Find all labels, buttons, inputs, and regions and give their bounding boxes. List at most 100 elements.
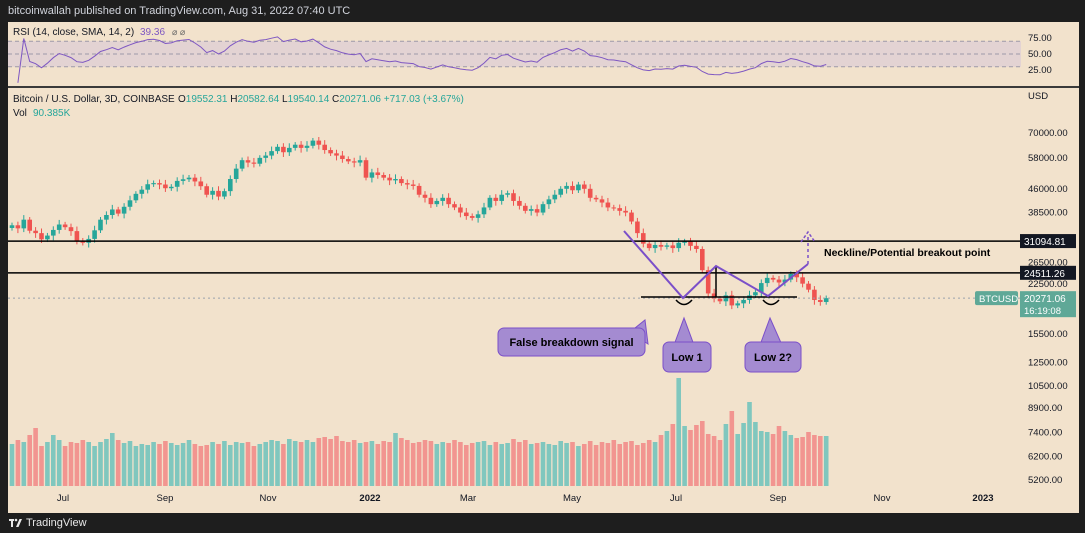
volume-bar — [115, 440, 121, 486]
volume-bar — [104, 439, 109, 486]
candle-body — [186, 177, 192, 180]
candle-body — [257, 157, 263, 164]
volume-bar — [735, 434, 740, 486]
candle-body — [676, 242, 681, 249]
volume-bar — [110, 433, 115, 486]
rsi-value: 39.36 — [140, 27, 165, 38]
volume-bar — [511, 439, 516, 486]
candle-body — [322, 144, 327, 151]
candle-body — [729, 295, 735, 306]
volume-bar — [381, 441, 386, 486]
low1-bracket — [675, 299, 693, 306]
neckline-annotation: Neckline/Potential breakout point — [824, 247, 991, 259]
volume-bar — [517, 442, 522, 486]
volume-bar — [428, 441, 434, 486]
chart-title: Bitcoin / U.S. Dollar, 3D, COINBASE — [13, 94, 175, 105]
volume-bar — [127, 441, 133, 486]
volume-bar — [629, 441, 634, 486]
volume-bar — [452, 440, 457, 486]
candle-body — [428, 197, 434, 205]
candle-body — [422, 194, 428, 198]
volume-bar — [493, 442, 499, 486]
candle-body — [446, 197, 451, 205]
candle-body — [180, 179, 186, 181]
candle-body — [104, 215, 109, 220]
candle-body — [92, 230, 97, 239]
candle-body — [292, 144, 298, 148]
volume-bar — [163, 441, 168, 486]
price-axis-tick: 58000.00 — [1028, 153, 1068, 164]
volume-bar — [747, 402, 752, 486]
candle-body — [469, 216, 475, 218]
candle-body — [45, 235, 50, 240]
volume-bar — [328, 439, 333, 486]
volume-bar — [440, 442, 445, 486]
candle-body — [216, 190, 221, 197]
rsi-axis-tick: 25.00 — [1028, 65, 1052, 76]
candle-body — [528, 209, 534, 211]
candle-body — [33, 230, 38, 234]
low1-callout-text: Low 1 — [671, 352, 702, 364]
candle-body — [174, 180, 180, 187]
volume-bar — [646, 440, 652, 486]
volume-bar — [245, 442, 251, 486]
price-axis-tick: 46000.00 — [1028, 184, 1068, 195]
volume-bar — [233, 442, 239, 486]
candle-body — [735, 303, 740, 306]
volume-bar — [33, 428, 38, 486]
volume-bar — [753, 422, 758, 486]
candle-body — [464, 212, 469, 217]
time-axis-tick: Mar — [460, 493, 476, 504]
volume-bar — [552, 445, 558, 486]
candle-body — [9, 225, 15, 228]
candle-body — [546, 199, 552, 205]
publisher-text: bitcoinwallah published on TradingView.c… — [8, 5, 351, 17]
time-axis-tick: May — [563, 493, 581, 504]
volume-bar — [499, 444, 504, 486]
candle-body — [782, 279, 788, 283]
candle-body — [27, 219, 32, 231]
price-axis-tick: 5200.00 — [1028, 475, 1062, 486]
volume-bar — [806, 432, 811, 486]
level-tag-text: 24511.26 — [1024, 269, 1065, 280]
volume-bar — [635, 445, 640, 486]
volume-bar — [15, 440, 21, 486]
volume-bar — [292, 441, 298, 486]
candle-body — [269, 151, 274, 156]
volume-bar — [257, 444, 263, 486]
volume-bar — [546, 444, 552, 486]
time-axis — [8, 489, 1079, 513]
candle-body — [369, 172, 375, 178]
volume-bar — [369, 441, 375, 486]
volume-bar — [676, 378, 681, 486]
volume-bar — [62, 446, 68, 486]
volume-bar — [204, 445, 209, 486]
volume-bar — [121, 443, 127, 486]
volume-bar — [670, 424, 676, 486]
price-tag-text: 20271.06 — [1024, 294, 1066, 305]
volume-bar — [534, 443, 540, 486]
volume-bar — [80, 440, 86, 486]
volume-bar — [298, 442, 304, 486]
volume-bar — [174, 445, 180, 486]
candle-body — [68, 227, 74, 232]
volume-bar — [717, 440, 723, 486]
time-axis-tick: 2023 — [972, 493, 993, 504]
volume-bar — [723, 424, 729, 486]
volume-bar — [776, 426, 782, 486]
candle-body — [233, 168, 239, 180]
volume-bar — [682, 426, 687, 486]
false-breakdown-callout-box — [497, 327, 646, 357]
volume-bar — [558, 441, 563, 486]
candle-body — [641, 233, 646, 244]
candle-body — [505, 193, 510, 195]
candle-body — [133, 193, 139, 201]
candle-body — [523, 205, 528, 211]
price-axis-tick: 10500.00 — [1028, 381, 1068, 392]
candle-body — [605, 202, 611, 208]
candle-body — [658, 244, 664, 247]
volume-bar — [446, 443, 451, 486]
candle-body — [281, 146, 286, 153]
candle-body — [245, 160, 251, 163]
